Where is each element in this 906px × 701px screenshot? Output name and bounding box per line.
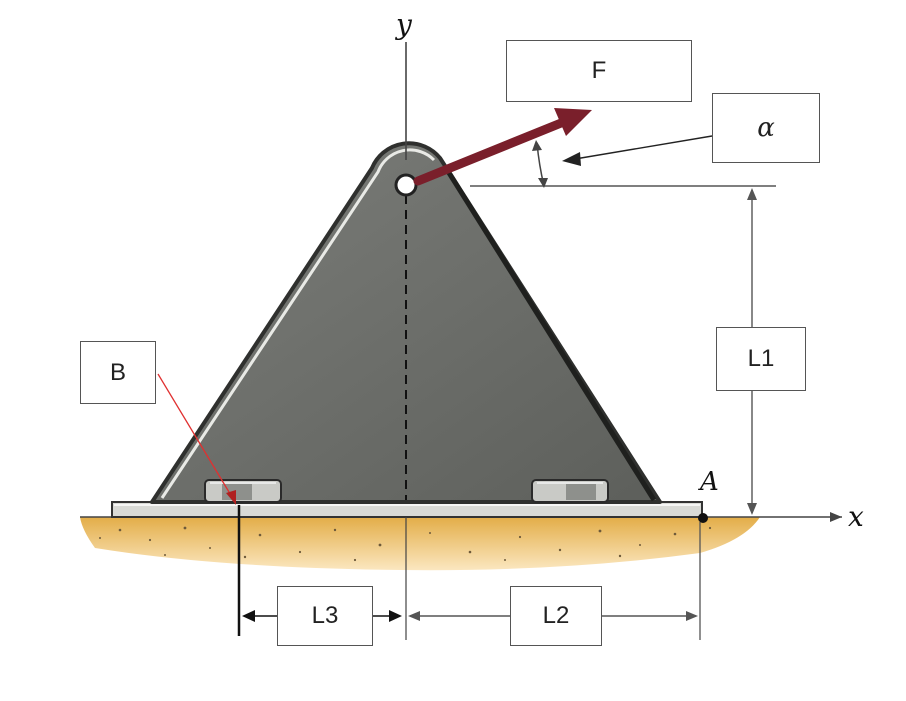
- b-leader-line: [157, 373, 233, 498]
- ground: [80, 517, 760, 571]
- b-leader-head: [226, 490, 236, 505]
- point-a-label: A: [700, 467, 719, 497]
- alpha-pointer-head: [562, 152, 581, 166]
- l3-arrow-right: [389, 610, 402, 622]
- l2-label: L2: [542, 602, 570, 629]
- force-label-box: F: [506, 40, 692, 102]
- l3-label: L3: [311, 602, 339, 629]
- l3-arrow-left: [242, 610, 255, 622]
- l2-arrow-right: [686, 611, 698, 621]
- point-a-marker: [698, 513, 708, 523]
- x-axis-arrowhead: [830, 512, 842, 522]
- l3-label-box: L3: [277, 586, 373, 646]
- force-label: F: [591, 57, 607, 84]
- l2-arrow-left: [408, 611, 420, 621]
- force-arrow: [413, 108, 592, 186]
- angle-label: α: [757, 113, 775, 143]
- angle-label-box: α: [712, 93, 820, 163]
- x-axis-label: x: [848, 500, 864, 533]
- l1-arrow-top: [747, 188, 757, 200]
- bolt-right: [531, 479, 609, 503]
- bracket-highlight-edge: [160, 148, 436, 499]
- b-label: B: [109, 358, 126, 386]
- alpha-pointer: [574, 135, 713, 160]
- l1-label-box: L1: [716, 327, 806, 391]
- angle-arrowhead-bottom: [538, 178, 548, 188]
- bolt-left: [204, 479, 282, 503]
- b-label-box: B: [80, 341, 156, 404]
- y-axis-label: y: [396, 8, 412, 41]
- bracket-right-edge: [443, 166, 657, 502]
- l2-label-box: L2: [510, 586, 602, 646]
- angle-arrowhead-top: [532, 140, 542, 151]
- l1-label: L1: [747, 345, 775, 372]
- l1-arrow-bottom: [747, 503, 757, 515]
- ground-speckles: [99, 526, 712, 562]
- pin-hole: [394, 173, 418, 197]
